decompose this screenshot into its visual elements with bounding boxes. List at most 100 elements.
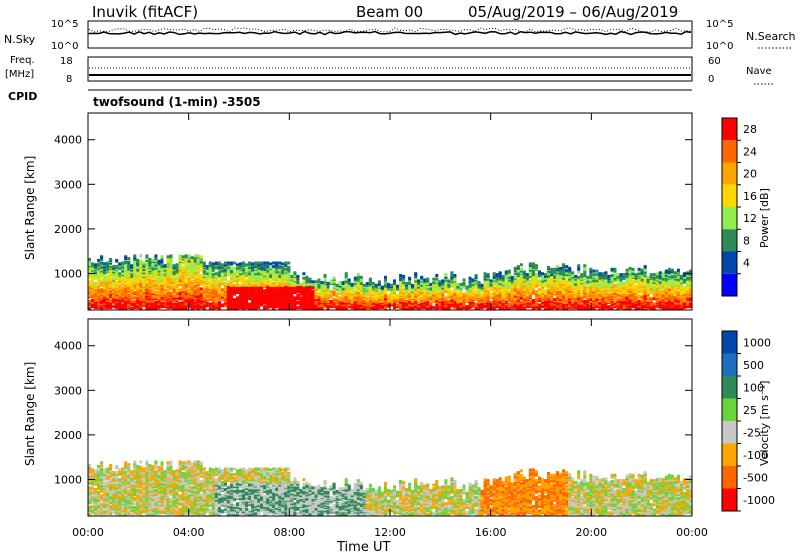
power-cell [94, 271, 97, 275]
power-cell [402, 298, 406, 302]
power-cell [426, 277, 430, 281]
power-cell [293, 285, 297, 289]
power-cell [299, 296, 303, 300]
power-cell [287, 299, 291, 302]
power-cell [112, 277, 116, 281]
power-cell [465, 290, 469, 294]
power-cell [417, 302, 421, 306]
power-cell [290, 279, 294, 283]
power-cell [251, 303, 255, 307]
power-cell [239, 286, 242, 290]
date-range: 05/Aug/2019 – 06/Aug/2019 [468, 3, 678, 21]
power-cell [553, 277, 557, 281]
power-cell [326, 293, 330, 297]
power-cell [272, 283, 276, 287]
power-cell [100, 262, 104, 266]
power-cell [402, 281, 406, 285]
power-cell [393, 279, 396, 283]
power-cell [103, 299, 107, 302]
power-cell [190, 287, 194, 291]
power-cell [223, 282, 227, 285]
power-cell [133, 275, 137, 279]
power-cell [559, 278, 563, 282]
power-cell [568, 304, 572, 308]
power-cell [359, 298, 363, 302]
power-cell [178, 306, 182, 310]
power-cell [417, 290, 421, 294]
power-cell [365, 287, 369, 291]
power-cell [151, 279, 155, 283]
power-cell [190, 291, 194, 295]
power-cell [441, 282, 445, 286]
power-cell [592, 288, 596, 292]
power-cell [226, 294, 230, 298]
power-cell [202, 271, 206, 275]
power-cell [387, 300, 390, 304]
power-cell [202, 297, 206, 301]
power-cell [127, 303, 131, 307]
power-cell [335, 299, 339, 302]
power-cell [353, 276, 357, 280]
power-cell [284, 285, 288, 289]
power-cell [387, 304, 390, 308]
power-cell [513, 282, 517, 286]
power-cell [242, 307, 245, 310]
power-cell [239, 266, 242, 269]
power-cell [290, 288, 294, 292]
power-cell [595, 273, 599, 277]
power-cell [544, 273, 547, 277]
power-cell [97, 262, 101, 266]
power-cell [91, 262, 94, 266]
power-cell [154, 302, 158, 306]
power-cell [559, 291, 563, 294]
power-cell [233, 266, 236, 270]
power-cell [245, 265, 248, 269]
power-cell [474, 275, 478, 279]
power-cell [208, 272, 212, 276]
power-cell [199, 291, 203, 294]
power-cell [544, 274, 547, 278]
power-cell [399, 305, 403, 309]
power-cell [290, 299, 294, 303]
power-cell [233, 288, 236, 292]
power-cell [284, 263, 288, 267]
power-cell [193, 286, 197, 290]
power-cell [254, 280, 258, 284]
power-cell [359, 283, 363, 287]
power-cell [248, 307, 252, 310]
power-cell [332, 298, 336, 302]
power-cell [208, 285, 212, 289]
power-cell [115, 274, 119, 278]
power-cell [380, 296, 384, 300]
power-cell [287, 291, 291, 294]
power-cell [166, 259, 170, 263]
power-cell [396, 295, 399, 299]
power-cell [284, 277, 288, 281]
power-cell [103, 266, 107, 270]
power-cell [362, 303, 366, 307]
power-cell [157, 271, 161, 275]
power-cell [541, 274, 544, 278]
power-cell [456, 302, 460, 306]
power-cell [347, 303, 351, 307]
power-cell [365, 303, 369, 307]
power-cell [541, 293, 544, 297]
power-cell [595, 282, 599, 286]
power-cell [553, 281, 557, 285]
power-cell [233, 261, 236, 265]
power-cell [323, 278, 327, 282]
power-cell [522, 304, 526, 308]
power-cell [281, 274, 285, 277]
power-cell [211, 291, 215, 295]
power-cell [124, 284, 128, 288]
power-cell [598, 303, 602, 307]
power-cell [553, 302, 557, 306]
power-cell [272, 291, 276, 294]
power-cell [489, 302, 493, 306]
power-cell [142, 283, 146, 287]
power-cell [438, 297, 442, 301]
power-cell [477, 285, 481, 289]
power-cell [541, 279, 544, 283]
power-cell [513, 278, 517, 282]
power-cell [423, 294, 427, 298]
